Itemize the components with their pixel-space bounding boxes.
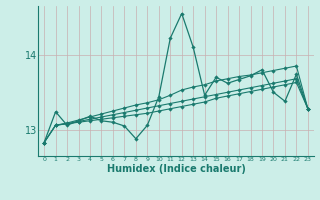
X-axis label: Humidex (Indice chaleur): Humidex (Indice chaleur) — [107, 164, 245, 174]
